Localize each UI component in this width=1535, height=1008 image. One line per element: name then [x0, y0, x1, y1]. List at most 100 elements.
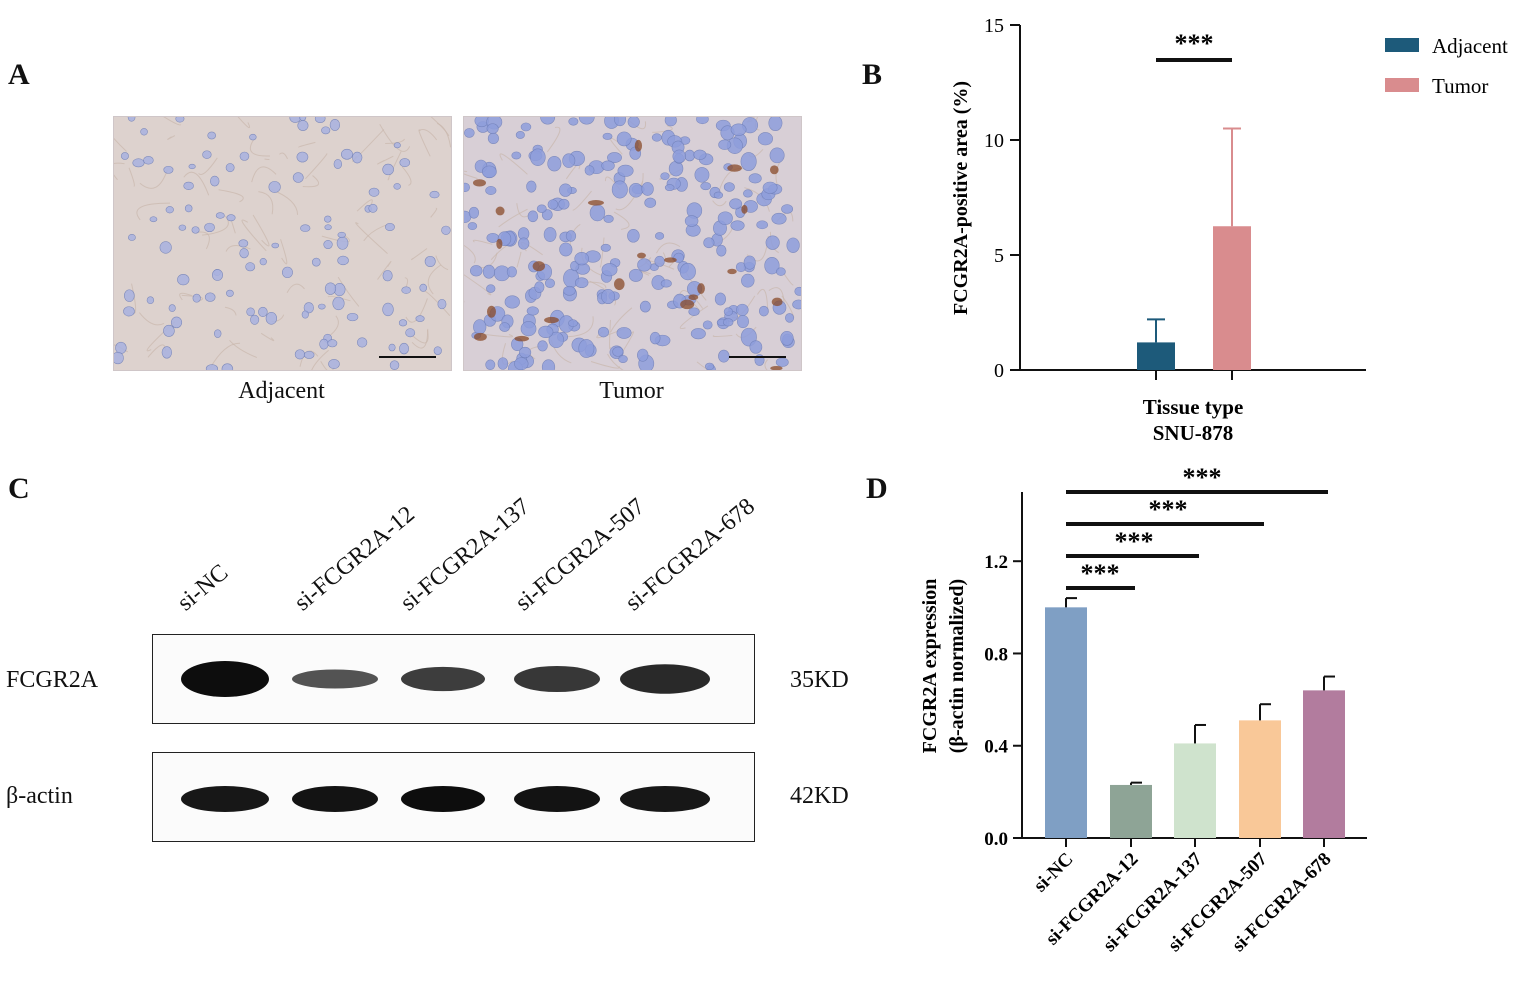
tissue-fiber: [114, 137, 127, 152]
cell-nucleus: [526, 306, 539, 316]
cell-nucleus: [467, 222, 478, 231]
cell-nucleus: [399, 158, 411, 168]
cell-nucleus: [578, 117, 595, 125]
cell-nucleus: [337, 255, 349, 266]
cell-nucleus: [356, 337, 368, 348]
tissue-fiber: [377, 155, 394, 165]
cell-nucleus: [607, 152, 622, 163]
cell-nucleus: [601, 160, 615, 171]
tissue-fiber: [385, 138, 405, 144]
cell-nucleus: [611, 180, 628, 199]
b-legend-label-tumor: Tumor: [1432, 74, 1488, 98]
cell-nucleus: [700, 182, 712, 191]
positive-stain: [727, 268, 737, 275]
b-x-axis-label-2: SNU-878: [1153, 421, 1234, 445]
b-significance-label: ***: [1175, 29, 1214, 58]
cell-nucleus: [730, 220, 745, 231]
tissue-fiber: [590, 361, 620, 369]
cell-nucleus: [239, 151, 250, 161]
cell-nucleus: [628, 268, 643, 282]
cell-nucleus: [282, 266, 293, 279]
tissue-fiber: [435, 255, 449, 271]
tissue-fiber: [260, 332, 275, 342]
cell-nucleus: [627, 229, 640, 243]
cell-nucleus: [559, 242, 573, 257]
cell-nucleus: [664, 117, 677, 127]
micrograph-tumor: [463, 116, 802, 371]
cell-nucleus: [161, 346, 173, 359]
cell-nucleus: [765, 235, 780, 250]
cell-nucleus: [258, 306, 268, 317]
cell-nucleus: [441, 225, 451, 235]
blot-band: [620, 664, 710, 694]
cell-nucleus: [204, 222, 215, 233]
cell-nucleus: [614, 117, 627, 127]
b-y-tick-label: 0: [994, 360, 1004, 382]
cell-nucleus: [690, 328, 706, 340]
cell-nucleus: [163, 324, 175, 337]
cell-nucleus: [758, 305, 769, 317]
cell-nucleus: [603, 214, 614, 223]
tissue-fiber: [566, 316, 594, 338]
cell-nucleus: [127, 117, 136, 122]
positive-stain: [637, 252, 646, 259]
tissue-fiber: [652, 125, 673, 133]
cell-nucleus: [337, 231, 346, 238]
cell-nucleus: [120, 152, 129, 160]
cell-nucleus: [600, 243, 611, 252]
cell-nucleus: [597, 326, 610, 338]
cell-nucleus: [520, 122, 532, 132]
cell-nucleus: [785, 313, 795, 323]
tissue-fiber: [320, 360, 334, 370]
cell-nucleus: [346, 312, 359, 322]
positive-stain: [472, 179, 486, 187]
cell-nucleus: [723, 182, 735, 192]
cell-nucleus: [534, 281, 545, 293]
cell-nucleus: [368, 187, 380, 197]
blot-fcgr2a: [152, 634, 755, 724]
cell-nucleus: [757, 132, 773, 146]
cell-nucleus: [714, 292, 726, 306]
positive-stain: [532, 261, 546, 272]
cell-nucleus: [736, 303, 749, 316]
positive-stain: [697, 283, 705, 294]
cell-nucleus: [352, 151, 363, 164]
cell-nucleus: [123, 306, 135, 317]
cell-nucleus: [464, 182, 470, 193]
cell-nucleus: [486, 123, 499, 134]
cell-nucleus: [368, 203, 378, 213]
cell-nucleus: [204, 292, 216, 302]
tissue-fiber: [249, 139, 271, 157]
tissue-fiber: [572, 190, 592, 211]
cell-nucleus: [660, 279, 672, 288]
cell-nucleus: [393, 142, 401, 149]
cell-nucleus: [246, 307, 255, 317]
cell-nucleus: [562, 153, 576, 168]
cell-nucleus: [617, 164, 634, 177]
positive-stain: [741, 204, 748, 214]
blot-band: [514, 786, 600, 812]
cell-nucleus: [419, 283, 428, 292]
cell-nucleus: [332, 296, 345, 311]
cell-nucleus: [132, 158, 145, 168]
cell-nucleus: [215, 212, 225, 219]
tissue-fiber: [114, 162, 125, 181]
tissue-fiber: [363, 224, 387, 242]
tissue-fiber: [621, 331, 634, 353]
cell-nucleus: [124, 289, 135, 302]
blot-label-fcgr2a: FCGR2A: [6, 667, 99, 693]
cell-nucleus: [568, 319, 578, 327]
tissue-fiber: [128, 167, 135, 187]
cell-nucleus: [340, 148, 353, 160]
positive-stain: [473, 332, 487, 341]
cell-nucleus: [559, 183, 572, 197]
tissue-fiber: [224, 306, 237, 316]
cell-nucleus: [530, 148, 546, 167]
cell-nucleus: [327, 339, 338, 348]
b-legend-label-adjacent: Adjacent: [1432, 34, 1508, 58]
cell-nucleus: [748, 173, 762, 184]
cell-nucleus: [499, 322, 510, 332]
tissue-fiber: [610, 307, 633, 333]
cell-nucleus: [547, 199, 559, 210]
tissue-fiber: [163, 117, 182, 126]
